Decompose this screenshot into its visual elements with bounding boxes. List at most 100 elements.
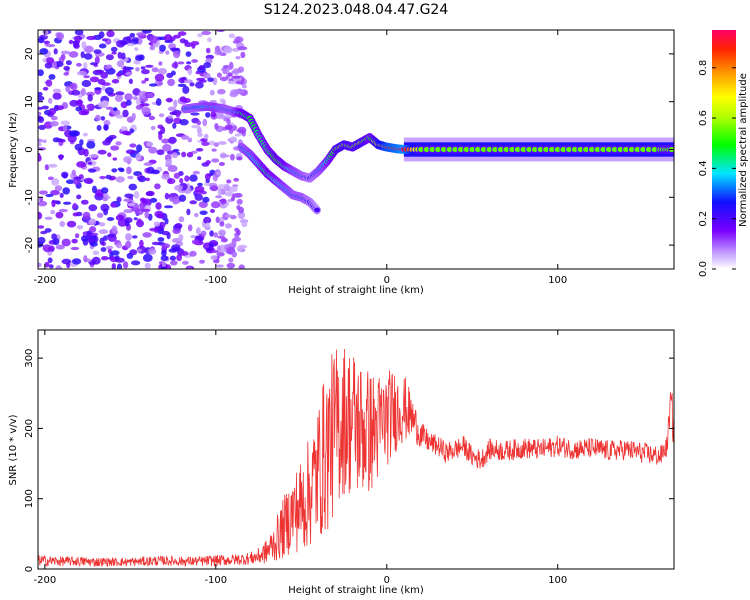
noise-speckle bbox=[230, 153, 235, 161]
noise-speckle bbox=[38, 211, 43, 220]
noise-speckle bbox=[121, 130, 130, 135]
frequency-trace-point bbox=[566, 147, 573, 152]
noise-speckle bbox=[161, 261, 167, 268]
noise-speckle bbox=[157, 68, 167, 75]
noise-speckle bbox=[235, 80, 245, 85]
noise-speckle bbox=[187, 266, 192, 269]
noise-speckle bbox=[99, 175, 106, 180]
noise-speckle bbox=[167, 115, 173, 119]
noise-speckle bbox=[38, 236, 46, 244]
noise-speckle bbox=[76, 161, 87, 168]
noise-speckle bbox=[121, 52, 126, 60]
noise-speckle bbox=[78, 110, 89, 116]
noise-speckle bbox=[174, 184, 183, 191]
noise-speckle bbox=[102, 100, 109, 107]
noise-speckle bbox=[111, 168, 118, 173]
noise-speckle bbox=[110, 250, 120, 256]
noise-speckle bbox=[50, 209, 56, 215]
noise-speckle bbox=[83, 53, 93, 60]
noise-speckle bbox=[219, 204, 227, 209]
noise-speckle bbox=[185, 51, 192, 57]
noise-speckle bbox=[125, 233, 132, 241]
noise-speckle bbox=[236, 245, 245, 252]
noise-speckle bbox=[165, 264, 172, 269]
noise-speckle bbox=[75, 106, 82, 112]
noise-speckle bbox=[38, 69, 44, 77]
noise-speckle bbox=[89, 76, 100, 83]
noise-speckle bbox=[181, 135, 189, 140]
noise-speckle bbox=[39, 196, 44, 202]
noise-speckle bbox=[160, 266, 167, 269]
noise-speckle bbox=[94, 56, 100, 65]
frequency-trace-point bbox=[418, 147, 424, 152]
noise-speckle bbox=[159, 44, 166, 52]
noise-speckle bbox=[110, 46, 118, 53]
frequency-trace-point bbox=[526, 147, 533, 152]
noise-speckle bbox=[173, 34, 181, 39]
noise-speckle bbox=[211, 158, 220, 163]
noise-speckle bbox=[83, 255, 88, 263]
snr-y-tick-label: 300 bbox=[24, 349, 35, 368]
noise-speckle bbox=[74, 143, 83, 151]
noise-speckle bbox=[67, 134, 77, 143]
noise-speckle bbox=[194, 193, 203, 201]
noise-speckle bbox=[65, 60, 72, 66]
noise-speckle bbox=[197, 182, 203, 187]
noise-speckle bbox=[76, 62, 82, 67]
snr-y-tick-label: 100 bbox=[24, 489, 35, 508]
noise-speckle bbox=[106, 136, 114, 141]
spectrogram-y-tick-label: 20 bbox=[24, 48, 35, 61]
noise-speckle bbox=[69, 99, 79, 107]
noise-speckle bbox=[220, 154, 230, 158]
noise-speckle bbox=[122, 109, 129, 118]
noise-speckle bbox=[160, 255, 169, 262]
noise-speckle bbox=[167, 106, 177, 112]
noise-speckle bbox=[71, 238, 78, 244]
noise-speckle bbox=[100, 247, 107, 252]
noise-speckle bbox=[236, 198, 243, 205]
noise-speckle bbox=[223, 46, 233, 54]
frequency-trace-point bbox=[560, 147, 567, 152]
noise-speckle bbox=[197, 132, 204, 138]
noise-speckle bbox=[178, 216, 185, 223]
noise-speckle bbox=[128, 78, 133, 85]
noise-speckle bbox=[215, 264, 224, 268]
noise-speckle bbox=[74, 233, 80, 239]
noise-speckle bbox=[39, 48, 49, 55]
noise-speckle bbox=[115, 114, 124, 119]
noise-speckle bbox=[55, 211, 64, 219]
noise-speckle bbox=[111, 51, 117, 55]
noise-speckle bbox=[226, 179, 232, 184]
noise-speckle bbox=[54, 185, 63, 192]
noise-speckle bbox=[174, 223, 183, 229]
noise-speckle bbox=[166, 72, 174, 78]
noise-speckle bbox=[128, 183, 138, 191]
noise-speckle bbox=[198, 65, 205, 70]
noise-speckle bbox=[131, 37, 139, 42]
noise-speckle bbox=[102, 197, 108, 202]
spectrogram-y-tick-label: 0 bbox=[24, 146, 35, 152]
colorbar-tick-label: 0.0 bbox=[698, 261, 709, 277]
noise-speckle bbox=[235, 56, 241, 60]
noise-speckle bbox=[44, 62, 53, 69]
frequency-trace-point bbox=[497, 147, 504, 152]
noise-speckle bbox=[45, 79, 53, 87]
noise-speckle bbox=[48, 97, 53, 104]
noise-speckle bbox=[210, 209, 215, 213]
noise-speckle bbox=[237, 211, 246, 220]
frequency-trace-point bbox=[617, 147, 624, 152]
noise-speckle bbox=[38, 225, 45, 229]
noise-speckle bbox=[141, 80, 147, 84]
noise-speckle bbox=[55, 244, 65, 250]
noise-speckle bbox=[203, 133, 209, 140]
noise-speckle bbox=[191, 59, 199, 63]
noise-speckle bbox=[161, 138, 171, 144]
noise-speckle bbox=[122, 65, 127, 74]
noise-speckle bbox=[60, 50, 71, 55]
noise-speckle bbox=[76, 225, 84, 230]
noise-speckle bbox=[228, 61, 234, 70]
noise-speckle bbox=[189, 200, 197, 205]
noise-speckle bbox=[65, 179, 75, 184]
noise-speckle bbox=[148, 83, 158, 87]
noise-speckle bbox=[215, 171, 221, 176]
